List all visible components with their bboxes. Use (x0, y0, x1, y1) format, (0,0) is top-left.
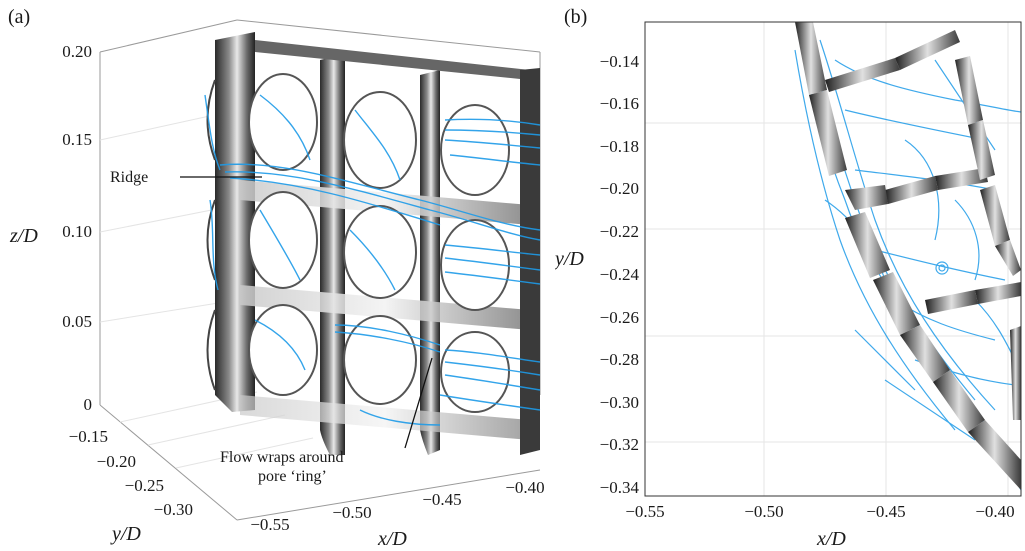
z-tick: 0.20 (62, 42, 92, 61)
porous-structure (206, 32, 540, 455)
x-tick: −0.40 (505, 478, 544, 497)
z-axis-label: z/D (9, 225, 38, 247)
x-axis-label: x/D (377, 528, 407, 550)
streamlines (204, 94, 541, 426)
y-tick: −0.15 (69, 427, 108, 446)
y-tick: −0.30 (600, 393, 639, 412)
panel-b-x-ticks: −0.55 −0.50 −0.45 −0.40 (625, 502, 1014, 521)
annotation-lines (180, 176, 433, 449)
panel-b-x-label: x/D (816, 528, 846, 550)
panel-b-frame (644, 21, 1022, 497)
y-tick: −0.32 (600, 435, 639, 454)
y-tick: −0.20 (97, 452, 136, 471)
x-tick: −0.55 (625, 502, 664, 521)
flow-annotation-line1: Flow wraps around (220, 449, 344, 466)
panel-a: 0.20 0.15 0.10 0.05 0 z/D −0.15 −0.20 −0… (8, 6, 545, 550)
y-tick: −0.18 (600, 137, 639, 156)
z-tick: 0 (84, 395, 93, 414)
x-tick: −0.55 (250, 515, 289, 534)
z-tick: 0.10 (62, 222, 92, 241)
z-tick: 0.15 (62, 130, 92, 149)
z-tick: 0.05 (62, 312, 92, 331)
y-tick: −0.16 (600, 94, 639, 113)
y-axis-ticks: −0.15 −0.20 −0.25 −0.30 (69, 427, 193, 519)
panel-b-y-label: y/D (555, 248, 584, 270)
x-tick: −0.45 (866, 502, 905, 521)
y-tick: −0.14 (600, 52, 640, 71)
x-axis-ticks: −0.55 −0.50 −0.45 −0.40 (250, 478, 544, 534)
panel-a-label: (a) (8, 6, 31, 28)
x-tick: −0.50 (332, 503, 371, 522)
y-tick: −0.25 (125, 476, 164, 495)
flow-annotation-line2: pore ‘ring’ (258, 468, 327, 485)
panel-b-y-ticks: −0.14 −0.16 −0.18 −0.20 −0.22 −0.24 −0.2… (600, 52, 640, 497)
x-tick: −0.40 (975, 502, 1014, 521)
y-tick: −0.20 (600, 179, 639, 198)
x-tick: −0.50 (744, 502, 783, 521)
y-axis-label: y/D (110, 523, 141, 545)
y-tick: −0.26 (600, 308, 639, 327)
y-tick: −0.22 (600, 222, 639, 241)
panel-b-figure: −0.14 −0.16 −0.18 −0.20 −0.22 −0.24 −0.2… (555, 21, 1022, 550)
z-axis-ticks: 0.20 0.15 0.10 0.05 0 (62, 42, 92, 414)
y-tick: −0.28 (600, 350, 639, 369)
ridge-annotation: Ridge (110, 169, 148, 186)
y-tick: −0.30 (154, 500, 193, 519)
x-tick: −0.45 (422, 490, 461, 509)
panel-b-label: (b) (564, 6, 588, 28)
y-tick: −0.24 (600, 265, 640, 284)
panel-b: −0.14 −0.16 −0.18 −0.20 −0.22 −0.24 −0.2… (555, 0, 1025, 551)
y-tick: −0.34 (600, 478, 640, 497)
panel-b-lattice (795, 22, 1021, 490)
panel-a-figure: 0.20 0.15 0.10 0.05 0 z/D −0.15 −0.20 −0… (9, 19, 545, 550)
